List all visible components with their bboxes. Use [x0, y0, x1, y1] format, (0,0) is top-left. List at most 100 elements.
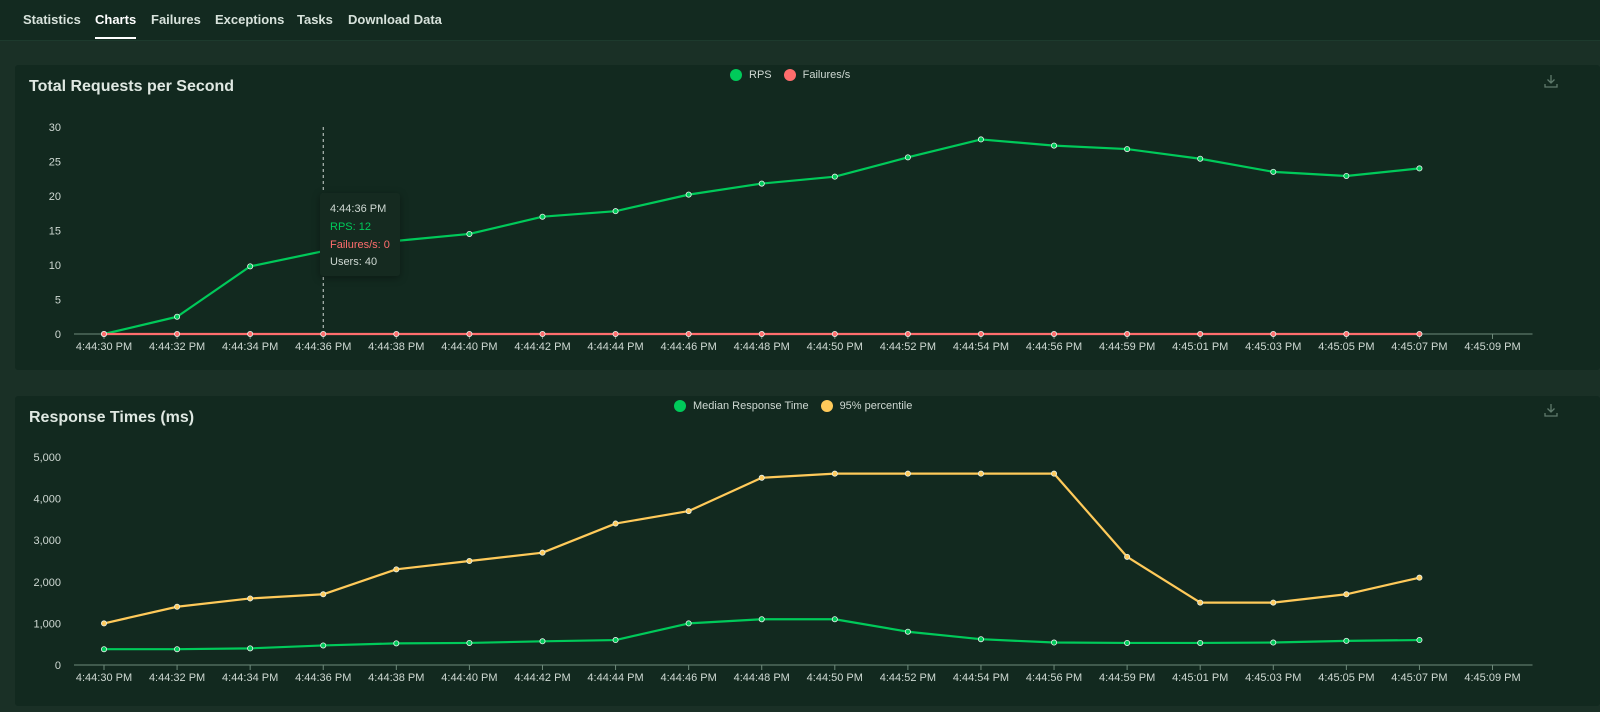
y-tick-label: 15: [49, 226, 61, 238]
data-point[interactable]: [539, 638, 546, 645]
data-point[interactable]: [758, 180, 765, 187]
data-point[interactable]: [904, 330, 911, 337]
data-point[interactable]: [685, 508, 692, 515]
legend-item-p95[interactable]: 95% percentile: [820, 400, 912, 412]
data-point[interactable]: [101, 646, 108, 653]
data-point[interactable]: [1270, 330, 1277, 337]
data-point[interactable]: [758, 474, 765, 481]
tab-statistics[interactable]: Statistics: [23, 12, 81, 27]
tab-tasks[interactable]: Tasks: [297, 12, 333, 27]
data-point[interactable]: [1343, 591, 1350, 598]
data-point[interactable]: [1124, 639, 1131, 646]
data-point[interactable]: [612, 637, 619, 644]
x-tick-label: 4:45:05 PM: [1318, 341, 1374, 353]
data-point[interactable]: [1416, 574, 1423, 581]
data-point[interactable]: [977, 330, 984, 337]
download-icon[interactable]: [1543, 402, 1559, 418]
data-point[interactable]: [539, 549, 546, 556]
data-point[interactable]: [320, 642, 327, 649]
data-point[interactable]: [1270, 639, 1277, 646]
x-tick-label: 4:44:40 PM: [441, 341, 497, 353]
data-point[interactable]: [466, 639, 473, 646]
data-point[interactable]: [1124, 146, 1131, 153]
data-point[interactable]: [1343, 330, 1350, 337]
data-point[interactable]: [1051, 639, 1058, 646]
data-point[interactable]: [1124, 330, 1131, 337]
data-point[interactable]: [1197, 639, 1204, 646]
data-point[interactable]: [174, 603, 181, 610]
data-point[interactable]: [247, 595, 254, 602]
data-point[interactable]: [685, 620, 692, 627]
data-point[interactable]: [977, 470, 984, 477]
tab-exceptions[interactable]: Exceptions: [215, 12, 285, 27]
data-point[interactable]: [1416, 165, 1423, 172]
data-point[interactable]: [466, 230, 473, 237]
data-point[interactable]: [1051, 470, 1058, 477]
data-point[interactable]: [1416, 637, 1423, 644]
x-tick-label: 4:44:44 PM: [587, 672, 643, 684]
data-point[interactable]: [612, 330, 619, 337]
x-tick-label: 4:44:34 PM: [222, 672, 278, 684]
data-point[interactable]: [904, 628, 911, 635]
data-point[interactable]: [393, 566, 400, 573]
data-point[interactable]: [758, 616, 765, 623]
data-point[interactable]: [1270, 168, 1277, 175]
data-point[interactable]: [101, 620, 108, 627]
data-point[interactable]: [174, 313, 181, 320]
data-point[interactable]: [1051, 330, 1058, 337]
x-tick-label: 4:45:07 PM: [1391, 341, 1447, 353]
data-point[interactable]: [831, 173, 838, 180]
data-point[interactable]: [831, 616, 838, 623]
chart-tooltip: 4:44:36 PM RPS: 12 Failures/s: 0 Users: …: [320, 193, 400, 276]
data-point[interactable]: [1197, 330, 1204, 337]
data-point[interactable]: [247, 330, 254, 337]
data-point[interactable]: [247, 645, 254, 652]
x-tick-label: 4:44:50 PM: [807, 341, 863, 353]
legend-item-rps[interactable]: RPS: [730, 69, 772, 81]
data-point[interactable]: [101, 330, 108, 337]
x-tick-label: 4:44:44 PM: [587, 341, 643, 353]
x-tick-label: 4:44:30 PM: [76, 341, 132, 353]
data-point[interactable]: [393, 330, 400, 337]
data-point[interactable]: [539, 213, 546, 220]
data-point[interactable]: [320, 591, 327, 598]
data-point[interactable]: [174, 330, 181, 337]
data-point[interactable]: [1343, 172, 1350, 179]
data-point[interactable]: [831, 470, 838, 477]
data-point[interactable]: [1124, 553, 1131, 560]
data-point[interactable]: [1197, 155, 1204, 162]
data-point[interactable]: [466, 557, 473, 564]
data-point[interactable]: [685, 191, 692, 198]
x-tick-label: 4:44:59 PM: [1099, 672, 1155, 684]
data-point[interactable]: [1051, 142, 1058, 149]
x-tick-label: 4:45:01 PM: [1172, 672, 1228, 684]
tab-charts[interactable]: Charts: [95, 0, 137, 40]
data-point[interactable]: [904, 154, 911, 161]
rps-chart-panel: Total Requests per Second RPS Failures/s…: [15, 65, 1600, 370]
data-point[interactable]: [831, 330, 838, 337]
legend-item-failures[interactable]: Failures/s: [783, 69, 850, 81]
data-point[interactable]: [247, 263, 254, 270]
tab-failures[interactable]: Failures: [151, 12, 201, 27]
data-point[interactable]: [685, 330, 692, 337]
legend-item-median[interactable]: Median Response Time: [674, 400, 809, 412]
data-point[interactable]: [758, 330, 765, 337]
data-point[interactable]: [1416, 330, 1423, 337]
data-point[interactable]: [466, 330, 473, 337]
data-point[interactable]: [977, 636, 984, 643]
series-line-rps: [103, 138, 1420, 336]
download-icon[interactable]: [1543, 73, 1559, 89]
data-point[interactable]: [174, 646, 181, 653]
x-tick-label: 4:44:30 PM: [76, 672, 132, 684]
data-point[interactable]: [612, 520, 619, 527]
data-point[interactable]: [904, 470, 911, 477]
data-point[interactable]: [539, 330, 546, 337]
data-point[interactable]: [1270, 599, 1277, 606]
data-point[interactable]: [393, 640, 400, 647]
data-point[interactable]: [320, 330, 327, 337]
data-point[interactable]: [612, 208, 619, 215]
data-point[interactable]: [1197, 599, 1204, 606]
data-point[interactable]: [1343, 637, 1350, 644]
tab-download-data[interactable]: Download Data: [348, 12, 442, 27]
data-point[interactable]: [977, 136, 984, 143]
